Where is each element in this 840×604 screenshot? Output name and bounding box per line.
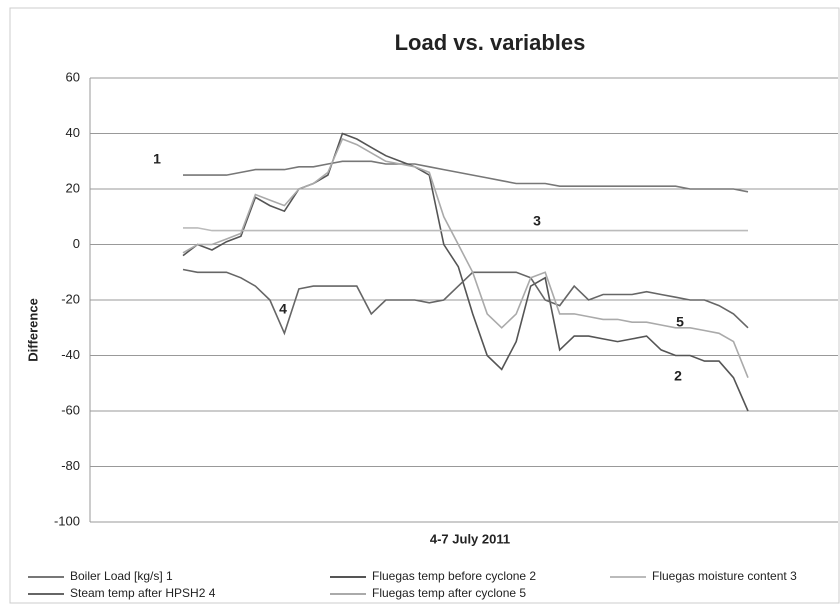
chart-border	[9, 7, 840, 604]
y-tick-label: 0	[73, 236, 80, 251]
annotation: 2	[674, 368, 682, 384]
y-tick-label: -60	[61, 402, 80, 417]
series-line	[182, 137, 749, 378]
y-tick-label: 20	[66, 180, 80, 195]
y-tick-label: -100	[54, 513, 80, 528]
annotation: 5	[676, 314, 684, 330]
series-line	[182, 132, 749, 412]
series-line	[182, 268, 749, 336]
series-line	[183, 227, 748, 232]
series-line	[183, 160, 749, 193]
y-tick-label: 60	[66, 69, 80, 84]
annotation: 4	[279, 301, 287, 317]
chart-title: Load vs. variables	[395, 30, 586, 55]
y-tick-label: -80	[61, 458, 80, 473]
legend-label: Fluegas temp after cyclone 5	[372, 586, 526, 600]
legend-label: Fluegas temp before cyclone 2	[372, 569, 536, 583]
annotation: 1	[153, 151, 161, 167]
x-axis-label: 4-7 July 2011	[430, 531, 510, 546]
y-axis-label: Difference	[25, 298, 40, 362]
annotation: 3	[533, 213, 541, 229]
legend-label: Steam temp after HPSH2 4	[70, 586, 216, 600]
y-tick-label: -40	[61, 347, 80, 362]
y-tick-label: -20	[61, 291, 80, 306]
legend-label: Fluegas moisture content 3	[652, 569, 797, 583]
legend-label: Boiler Load [kg/s] 1	[70, 569, 173, 583]
y-tick-label: 40	[66, 125, 80, 140]
